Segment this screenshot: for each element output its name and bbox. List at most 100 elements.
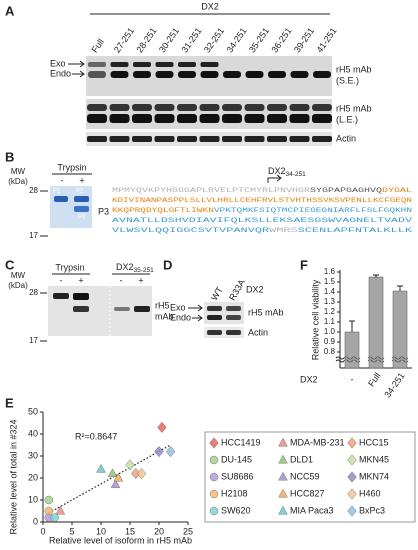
marker (209, 506, 219, 516)
bar-break (367, 356, 385, 363)
marker (44, 506, 54, 516)
band (114, 307, 130, 311)
axis-break (335, 356, 345, 363)
blot-label: (L.E.) (336, 114, 358, 124)
mw-mark: 28 (29, 186, 38, 195)
start-range: 34-251 (286, 171, 307, 178)
sign: - (120, 275, 123, 285)
band (132, 104, 152, 111)
legend-label: BxPc3 (359, 505, 385, 515)
sequence-segment: SYGPAPGAGHVQ (310, 187, 382, 194)
marker (347, 505, 357, 517)
gel-band (54, 196, 68, 202)
marker (278, 454, 288, 464)
band (200, 62, 219, 67)
band (244, 114, 265, 123)
band (207, 315, 222, 320)
blot-label: rH5 mAb (248, 307, 284, 317)
sequence-segment: KKQPRQDYQLGFTLIWKN (112, 207, 214, 214)
band (290, 71, 309, 78)
y-tick-label: 1.0 (324, 327, 336, 336)
legend-label: NCC59 (290, 471, 320, 481)
band (134, 306, 150, 312)
legend-label: HCC1419 (221, 437, 261, 447)
band (178, 62, 196, 67)
marker (96, 463, 106, 473)
group-label: DX2 (246, 284, 264, 294)
arrow-label: Exo (170, 302, 186, 312)
marker (209, 437, 219, 449)
band (109, 136, 130, 142)
y-axis-label: Relative level of total in #324 (8, 419, 18, 534)
treatment-label: DX235-251 (116, 262, 154, 273)
peak-label: P2 (76, 189, 84, 195)
lane-label: R33A (227, 278, 247, 302)
y-tick-label: 0 (33, 516, 38, 526)
marker (125, 459, 135, 471)
legend-label: DU-145 (221, 454, 252, 464)
bar-break (343, 356, 361, 363)
legend-label: DLD1 (290, 454, 313, 464)
band (245, 71, 264, 78)
marker (154, 446, 164, 458)
legend-label: MKN45 (359, 454, 389, 464)
y-tick-label: 0.8 (324, 347, 336, 356)
band (154, 136, 175, 142)
y-tick-label: 10 (28, 494, 38, 504)
marker (278, 505, 288, 515)
sequence-segment: DYGAL (382, 187, 412, 194)
panel-label: C (5, 257, 15, 272)
band (53, 293, 69, 299)
gel-band (74, 206, 89, 212)
band (88, 62, 106, 67)
arrow-label: Exo (50, 58, 66, 68)
mw-label: (kDa) (8, 177, 28, 186)
band (267, 114, 287, 123)
band (155, 62, 174, 67)
marker (107, 468, 118, 478)
marker (347, 488, 357, 500)
y-tick-label: 1.1 (324, 317, 336, 326)
band (207, 330, 222, 335)
marker (209, 472, 219, 482)
sequence-segment: AVNATLLDSHVDIAVIFQLK (112, 217, 252, 224)
band (268, 71, 286, 78)
lane-label: Full (89, 37, 106, 55)
x-tick-label: 5 (69, 526, 74, 536)
band (133, 62, 151, 67)
band (87, 136, 107, 142)
marker (165, 446, 176, 458)
bar-break (391, 356, 409, 363)
band (226, 330, 241, 335)
y-tick-label: 20 (28, 472, 38, 482)
blot-label: rH5 mAb (336, 103, 372, 113)
band (177, 136, 197, 142)
lane-label: 27-251 (112, 26, 136, 55)
band (207, 306, 222, 311)
band (244, 104, 265, 111)
band (244, 136, 265, 142)
treatment-range: 35-251 (134, 267, 155, 274)
band (177, 104, 197, 111)
lane-label: 41-251 (314, 26, 338, 55)
band (155, 71, 174, 78)
panel-label: A (5, 3, 15, 18)
band (177, 114, 197, 123)
mw-label: (kDa) (8, 281, 28, 290)
legend-label: HCC15 (359, 437, 389, 447)
band (267, 136, 287, 142)
y-tick-label: 1.5 (324, 277, 336, 286)
sequence-label: P3 (98, 206, 109, 216)
panel-label: E (5, 395, 14, 410)
blot-label: Actin (336, 133, 356, 143)
sign: - (60, 275, 63, 285)
marker (278, 471, 288, 481)
legend-label: MKN74 (359, 471, 389, 481)
treatment-name: DX2 (116, 262, 134, 272)
charts: Relative cell viability 0.80.91.01.11.21.… (8, 267, 416, 545)
arrow (68, 60, 85, 78)
sequence-line: MPMYQVKPYHGGGAPLRVELPTCMYRLPNVHGR SYGPAPG… (112, 187, 412, 194)
marker (113, 472, 124, 482)
lane-label: 39-251 (292, 26, 316, 55)
blot-label: rH5 (155, 300, 170, 310)
